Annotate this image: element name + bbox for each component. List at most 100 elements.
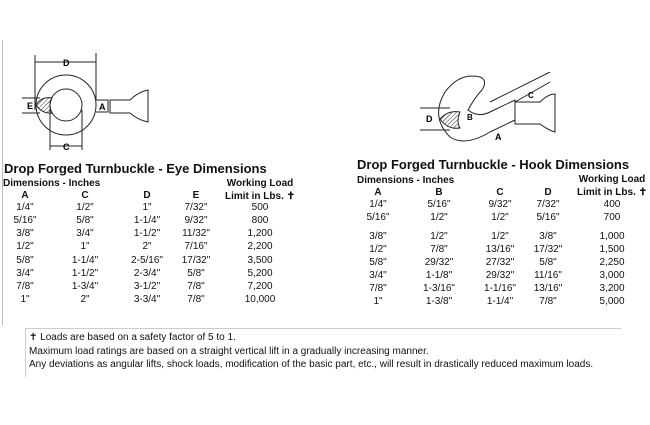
hook-label-c: C [528, 91, 534, 100]
eye-label-c: C [63, 142, 70, 152]
hook-table-cell: 1/2" [491, 212, 509, 223]
eye-table-cell: 7/8" [187, 281, 205, 292]
hook-table-cell: 7/8" [539, 296, 557, 307]
left-divider [2, 40, 3, 325]
eye-table-cell: 1-1/2" [133, 228, 161, 239]
hook-diagram: D B A C [420, 72, 556, 142]
eye-table-cell: 2" [80, 294, 90, 305]
eye-table-cell: 2" [142, 241, 152, 252]
hook-table-cell: 3/4" [369, 270, 387, 281]
hook-table-cell: 7/8" [430, 244, 448, 255]
hook-table-cell: 3,000 [599, 270, 625, 281]
note-vertical-lift: Maximum load ratings are based on a stra… [29, 346, 429, 357]
hook-table-cell: 1,500 [599, 244, 625, 255]
eye-table-cell: 9/32" [184, 215, 208, 226]
eye-label-e: E [27, 101, 33, 111]
hook-col-header: D [544, 187, 552, 198]
hook-table-cell: 29/32" [485, 270, 515, 281]
eye-table-cell: 3-1/2" [133, 281, 161, 292]
eye-table-cell: 800 [251, 215, 269, 226]
eye-table-cell: 5/8" [16, 255, 34, 266]
hook-table-cell: 7/32" [536, 199, 560, 210]
eye-col-header: A [21, 190, 29, 201]
eye-col-header: C [81, 190, 89, 201]
eye-table-title: Drop Forged Turnbuckle - Eye Dimensions [4, 161, 267, 176]
hook-table-cell: 13/16" [485, 244, 515, 255]
hook-table-cell: 1/2" [491, 231, 509, 242]
eye-table-cell: 1/2" [76, 202, 94, 213]
eye-table-cell: 5,200 [247, 268, 273, 279]
eye-wll-header-2: Limit in Lbs. ✝ [224, 191, 296, 202]
eye-table-cell: 3,500 [247, 255, 273, 266]
eye-table-cell: 7/16" [184, 241, 208, 252]
hook-table-cell: 27/32" [485, 257, 515, 268]
eye-table-cell: 11/32" [182, 228, 210, 239]
hook-table-cell: 13/16" [533, 283, 563, 294]
hook-table-cell: 2,250 [599, 257, 625, 268]
hook-table-cell: 29/32" [424, 257, 454, 268]
eye-table-cell: 1-1/2" [71, 268, 99, 279]
hook-table-cell: 5/16" [536, 212, 560, 223]
hook-table-cell: 11/16" [534, 270, 562, 281]
hook-table-cell: 3,200 [599, 283, 625, 294]
hook-table-cell: 1-3/16" [423, 283, 455, 294]
eye-table-subtitle: Dimensions - Inches [3, 178, 101, 189]
note-deviations: Any deviations as angular lifts, shock l… [29, 359, 594, 370]
hook-table-cell: 400 [603, 199, 621, 210]
hook-table-cell: 9/32" [488, 199, 512, 210]
hook-table-cell: 1/2" [430, 231, 448, 242]
hook-table-cell: 1-3/8" [425, 296, 453, 307]
hook-label-a: A [495, 132, 502, 142]
hook-table-cell: 3/8" [369, 231, 387, 242]
hook-table-cell: 1/4" [369, 199, 387, 210]
eye-table-cell: 7,200 [247, 281, 273, 292]
eye-table-cell: 1" [80, 241, 90, 252]
hook-label-b: B [467, 113, 473, 122]
eye-table-cell: 1/2" [16, 241, 34, 252]
eye-table-cell: 3/4" [76, 228, 94, 239]
hook-table-cell: 1,000 [599, 231, 625, 242]
hook-col-header: B [435, 187, 443, 198]
hook-table-cell: 3/8" [539, 231, 557, 242]
eye-table-cell: 17/32" [181, 255, 211, 266]
hook-wll-header: Working Load [578, 174, 646, 185]
hook-table-cell: 1-1/16" [484, 283, 516, 294]
hook-table-title: Drop Forged Turnbuckle - Hook Dimensions [357, 157, 630, 172]
hook-wll-header-2: Limit in Lbs. ✝ [576, 187, 648, 198]
eye-table-cell: 3/8" [16, 228, 34, 239]
hook-table-cell: 1/2" [369, 244, 387, 255]
hook-table-cell: 5/8" [539, 257, 557, 268]
note-safety-factor: ✝ Loads are based on a safety factor of … [29, 332, 236, 343]
eye-table-cell: 2-3/4" [133, 268, 161, 279]
hook-table-cell: 5/8" [369, 257, 387, 268]
eye-table-cell: 5/16" [13, 215, 37, 226]
eye-col-header: E [192, 190, 200, 201]
eye-table-cell: 1-1/4" [71, 255, 99, 266]
eye-table-cell: 2-5/16" [131, 255, 163, 266]
eye-col-header: D [143, 190, 151, 201]
eye-table-cell: 3-3/4" [133, 294, 161, 305]
hook-table-cell: 1/2" [430, 212, 448, 223]
eye-table-cell: 1,200 [247, 228, 273, 239]
eye-table-cell: 1/4" [16, 202, 34, 213]
eye-table-cell: 500 [251, 202, 269, 213]
hook-table-cell: 7/8" [369, 283, 387, 294]
notes-box: ✝ Loads are based on a safety factor of … [25, 328, 621, 377]
hook-table-cell: 5/16" [427, 199, 451, 210]
hook-table-cell: 700 [603, 212, 621, 223]
hook-table-cell: 5,000 [599, 296, 625, 307]
eye-table-cell: 1-1/4" [133, 215, 161, 226]
eye-diagram: D E A C [22, 53, 149, 152]
hook-col-header: C [496, 187, 504, 198]
hook-table-cell: 1-1/4" [486, 296, 514, 307]
hook-table-subtitle: Dimensions - Inches [357, 175, 455, 186]
eye-table-cell: 2,200 [247, 241, 273, 252]
eye-label-d: D [63, 58, 70, 68]
hook-table-cell: 1-1/8" [425, 270, 453, 281]
hook-table-cell: 5/16" [366, 212, 390, 223]
eye-table-cell: 10,000 [244, 294, 276, 305]
eye-label-a: A [99, 102, 106, 112]
hook-table-cell: 17/32" [533, 244, 563, 255]
hook-col-header: A [374, 187, 382, 198]
